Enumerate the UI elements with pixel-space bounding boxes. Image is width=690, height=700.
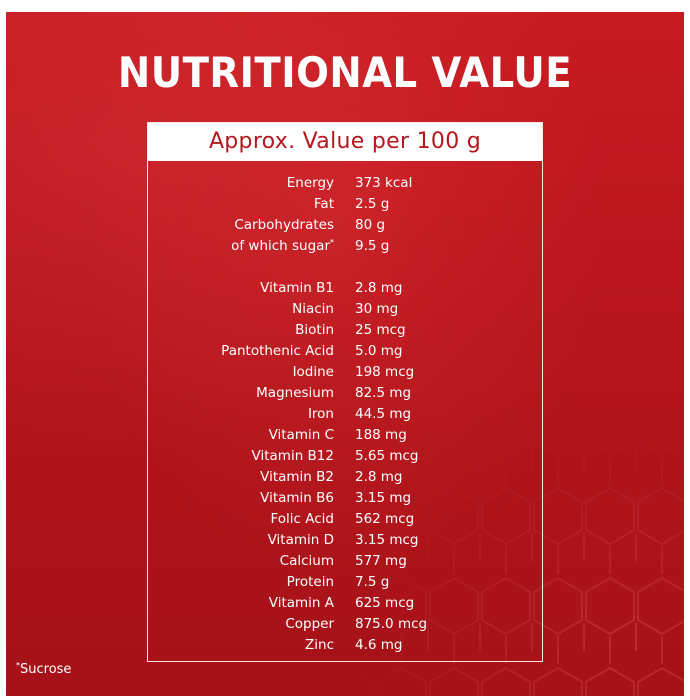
nutrient-value: 4.6 mg	[355, 637, 403, 653]
table-header: Approx. Value per 100 g	[148, 123, 542, 161]
nutrient-row: Folic Acid 562 mcg	[148, 509, 542, 530]
row-spacer	[148, 257, 542, 278]
nutrient-value: 5.65 mcg	[355, 448, 419, 464]
nutrient-value: 44.5 mg	[355, 406, 412, 422]
footnote-marker: *	[330, 238, 334, 247]
nutrient-value: 5.0 mg	[355, 343, 403, 359]
nutrient-label: Vitamin A	[268, 595, 334, 611]
nutrient-row: Calcium 577 mg	[148, 551, 542, 572]
footnote: *Sucrose	[16, 661, 72, 678]
nutrient-row: Vitamin B1 2.8 mg	[148, 278, 542, 299]
nutrient-rows: Energy 373 kcal Fat 2.5 g Carbohydrates …	[148, 173, 542, 656]
nutrient-label: Magnesium	[256, 385, 334, 401]
nutrient-row: Vitamin C 188 mg	[148, 425, 542, 446]
nutrient-row: Protein 7.5 g	[148, 572, 542, 593]
nutrient-row: Pantothenic Acid 5.0 mg	[148, 341, 542, 362]
nutrient-label: Vitamin D	[267, 532, 334, 548]
nutrient-label: Vitamin B6	[260, 490, 334, 506]
nutrient-row: Vitamin B6 3.15 mg	[148, 488, 542, 509]
nutrient-value: 82.5 mg	[355, 385, 412, 401]
nutrient-label: Iron	[307, 406, 334, 422]
nutrient-value: 625 mcg	[355, 595, 415, 611]
hexagon-pattern-decoration	[324, 396, 684, 696]
nutrient-row: Vitamin B2 2.8 mg	[148, 467, 542, 488]
nutrient-label: Energy	[286, 175, 334, 191]
nutrient-value: 7.5 g	[355, 574, 390, 590]
nutrient-row: Iron 44.5 mg	[148, 404, 542, 425]
nutrient-value: 188 mg	[355, 427, 407, 443]
nutrient-value: 3.15 mg	[355, 490, 412, 506]
footnote-marker: *	[16, 661, 20, 670]
nutrient-value: 198 mcg	[355, 364, 415, 380]
nutrient-value: 2.5 g	[355, 196, 390, 212]
nutrient-label: Carbohydrates	[234, 217, 334, 233]
nutrient-label: Folic Acid	[270, 511, 335, 527]
nutrient-value: 3.15 mcg	[355, 532, 419, 548]
nutrient-value: 577 mg	[355, 553, 407, 569]
nutrient-row: Niacin 30 mg	[148, 299, 542, 320]
nutrient-value: 373 kcal	[355, 175, 413, 191]
nutrient-value: 875.0 mcg	[355, 616, 428, 632]
nutrient-row: Magnesium 82.5 mg	[148, 383, 542, 404]
nutrient-label: Pantothenic Acid	[221, 343, 334, 359]
nutrient-label: of which sugar*	[231, 236, 334, 257]
nutrient-row-sugar: of which sugar* 9.5 g	[148, 236, 542, 257]
nutrient-row: Iodine 198 mcg	[148, 362, 542, 383]
page-title: NUTRITIONAL VALUE	[117, 48, 573, 97]
nutrient-label: Vitamin C	[268, 427, 334, 443]
nutrient-row-carbohydrates: Carbohydrates 80 g	[148, 215, 542, 236]
nutrient-label-text: of which sugar	[231, 238, 330, 254]
nutrient-label: Vitamin B12	[251, 448, 334, 464]
nutrient-label: Zinc	[305, 637, 334, 653]
nutrient-value: 2.8 mg	[355, 280, 403, 296]
nutrient-row: Vitamin D 3.15 mcg	[148, 530, 542, 551]
nutrient-label: Protein	[286, 574, 334, 590]
nutrient-label: Biotin	[295, 322, 334, 338]
nutrient-label: Vitamin B1	[260, 280, 334, 296]
nutrient-label: Calcium	[279, 553, 334, 569]
nutrient-value: 562 mcg	[355, 511, 415, 527]
nutrient-label: Niacin	[292, 301, 334, 317]
nutrition-card: NUTRITIONAL VALUE Approx. Value per 100 …	[6, 12, 684, 696]
nutrient-row: Biotin 25 mcg	[148, 320, 542, 341]
nutrient-row: Copper 875.0 mcg	[148, 614, 542, 635]
nutrient-row: Zinc 4.6 mg	[148, 635, 542, 656]
nutrient-label: Vitamin B2	[260, 469, 334, 485]
nutrient-value: 9.5 g	[355, 238, 390, 254]
nutrient-label: Copper	[285, 616, 334, 632]
nutrient-value: 80 g	[355, 217, 386, 233]
nutrient-value: 30 mg	[355, 301, 399, 317]
nutrient-row-fat: Fat 2.5 g	[148, 194, 542, 215]
nutrient-value: 25 mcg	[355, 322, 406, 338]
nutrition-table: Approx. Value per 100 g Energy 373 kcal …	[147, 122, 543, 662]
nutrient-value: 2.8 mg	[355, 469, 403, 485]
nutrient-row: Vitamin A 625 mcg	[148, 593, 542, 614]
nutrient-row-energy: Energy 373 kcal	[148, 173, 542, 194]
nutrient-row: Vitamin B12 5.65 mcg	[148, 446, 542, 467]
nutrient-label: Iodine	[292, 364, 334, 380]
footnote-text: Sucrose	[20, 662, 72, 677]
nutrient-label: Fat	[313, 196, 334, 212]
